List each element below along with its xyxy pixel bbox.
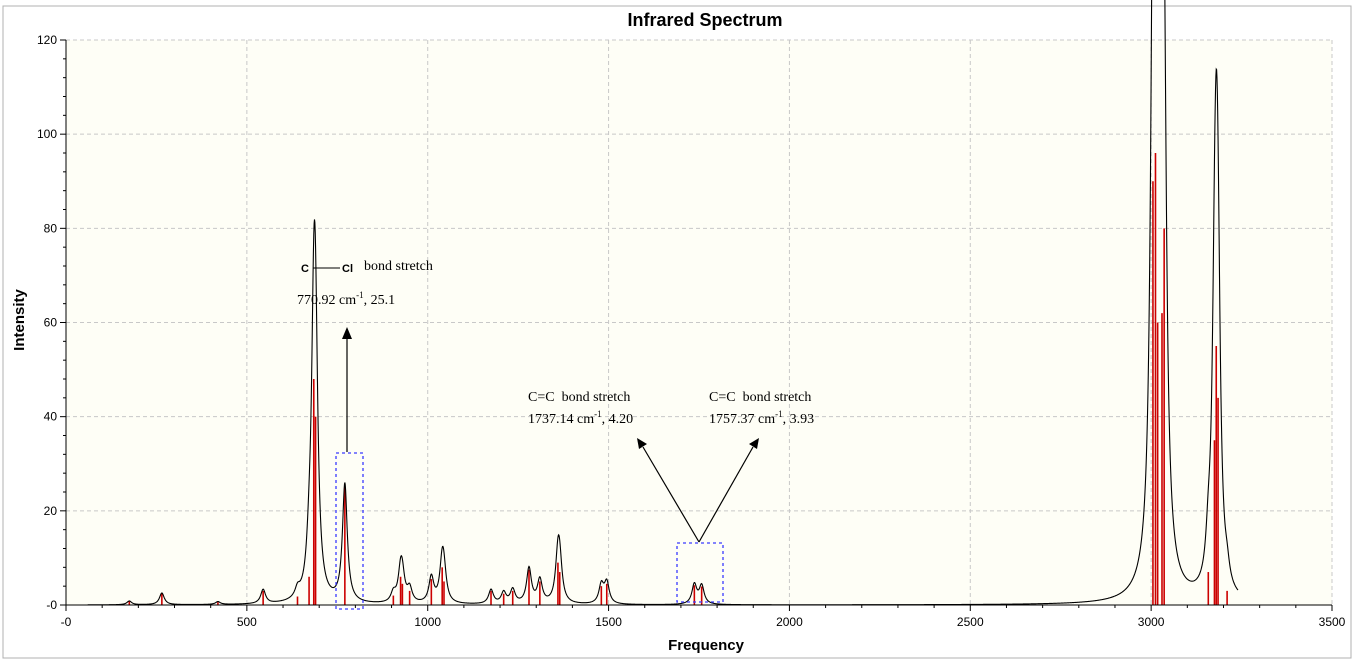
y-tick-label: 120 [37, 33, 57, 47]
x-axis-title: Frequency [668, 637, 745, 654]
ticks: -0 500 1000 1500 2000 2500 3000 3500 -0 20 40 60 80 1… [37, 33, 1346, 629]
x-tick-label: 2000 [776, 615, 803, 629]
annotation-3-bond: C=C bond stretch [709, 390, 811, 405]
annotation-2-arrow [642, 446, 700, 543]
annotation-3-arrow [698, 446, 754, 543]
x-tick-label: 500 [237, 615, 257, 629]
x-tick-label: 3000 [1138, 615, 1165, 629]
annotation-c-c: C=C bond stretch 1737.14 cm-1, 4.20 C=C … [528, 390, 814, 603]
chart-title: Infrared Spectrum [627, 10, 782, 30]
stick-spectrum [128, 153, 1228, 605]
x-tick-label: 1500 [595, 615, 622, 629]
annotation-1-value: 770.92 cm-1, 25.1 [297, 290, 395, 308]
y-tick-label: 100 [37, 127, 57, 141]
y-tick-label: 60 [44, 316, 58, 330]
annotation-3-value: 1757.37 cm-1, 3.93 [709, 409, 814, 427]
annotation-1-highlight-box [335, 452, 364, 610]
y-tick-label: 20 [44, 504, 58, 518]
annotation-c-cl: C Cl bond stretch 770.92 cm-1, 25.1 [297, 259, 433, 610]
x-tick-label: 1000 [414, 615, 441, 629]
x-tick-label: -0 [61, 615, 72, 629]
annotation-2-value: 1737.14 cm-1, 4.20 [528, 409, 633, 427]
annotation-3-arrowhead [749, 438, 759, 449]
y-tick-label: -0 [46, 598, 57, 612]
annotation-1-bond-left: C [301, 263, 309, 275]
annotation-1-bond-right: Cl [342, 263, 353, 275]
annotation-1-bond-suffix: bond stretch [364, 259, 433, 274]
y-tick-label: 40 [44, 410, 58, 424]
x-tick-label: 2500 [957, 615, 984, 629]
annotation-1-arrowhead [342, 327, 352, 339]
annotation-2-arrowhead [637, 438, 647, 449]
y-axis-title: Intensity [11, 289, 28, 351]
spectrum-curve [87, 0, 1239, 606]
annotation-2-highlight-box [676, 542, 724, 603]
x-tick-label: 3500 [1319, 615, 1346, 629]
annotation-2-bond: C=C bond stretch [528, 390, 630, 405]
y-tick-label: 80 [44, 221, 58, 235]
